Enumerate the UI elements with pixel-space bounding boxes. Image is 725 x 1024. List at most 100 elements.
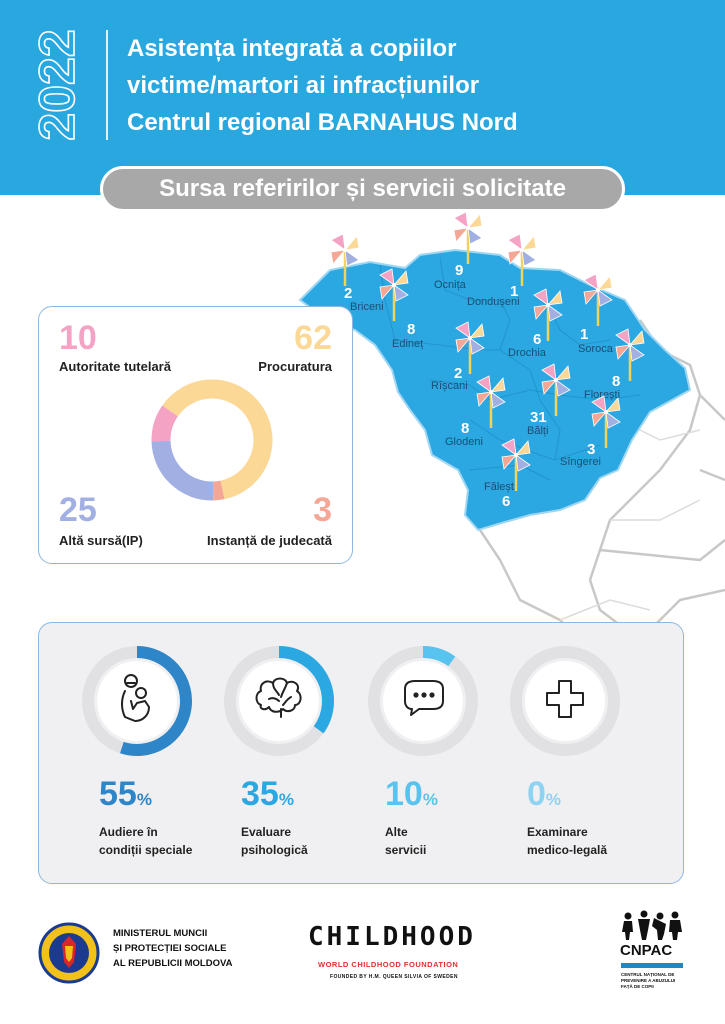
childhood-logo: CHILDHOOD xyxy=(308,922,476,952)
service-label: Audiere în condiții speciale xyxy=(99,825,193,857)
district-name-edinet: Edineț xyxy=(392,338,423,350)
year-label: 2022 xyxy=(28,29,86,142)
svg-text:2022: 2022 xyxy=(29,29,85,140)
district-name-balti: Bălți xyxy=(527,425,548,437)
district-name-drochia: Drochia xyxy=(508,347,547,359)
district-count-singerei: 3 xyxy=(587,441,595,458)
donut-slice-guardianship xyxy=(151,405,179,442)
referral-value-court: 3 xyxy=(313,491,332,529)
pinwheel-icon xyxy=(455,321,485,374)
referral-label-court: Instanță de judecată xyxy=(207,533,332,548)
district-name-glodeni: Glodeni xyxy=(445,436,483,448)
ministry-name: MINISTERUL MUNCII ȘI PROTECȚIEI SOCIALE … xyxy=(113,928,233,969)
pinwheel-icon xyxy=(330,233,360,286)
pinwheel-icons xyxy=(330,211,645,491)
pinwheel-icon xyxy=(541,363,571,416)
cnpac-full-name: CENTRUL NAȚIONAL DE PREVENIRE A ABUZULUI… xyxy=(621,972,676,989)
service-label: Evaluare psihologică xyxy=(241,825,308,857)
region-map: Briceni Ocnița Dondușeni Edineț Drochia … xyxy=(298,211,725,700)
referral-value-guardianship: 10 xyxy=(59,319,97,357)
pinwheel-icon xyxy=(476,375,506,428)
cnpac-children-icon xyxy=(622,910,682,940)
service-label: Alte servicii xyxy=(385,825,427,857)
ministry-seal-icon xyxy=(38,922,100,984)
referral-label-guardianship: Autoritate tutelară xyxy=(59,359,171,374)
header-divider xyxy=(106,30,108,140)
district-name-floresti: Florești xyxy=(584,389,620,401)
page-title: Asistența integrată a copiilor victime/m… xyxy=(127,30,518,141)
subtitle-banner: Sursa referirilor și servicii solicitate xyxy=(100,166,625,212)
district-count-soroca: 1 xyxy=(580,326,588,343)
district-count-ocnita: 9 xyxy=(455,262,463,279)
medical-cross-icon xyxy=(546,680,584,718)
subtitle-text: Sursa referirilor și servicii solicitate xyxy=(159,175,566,202)
pinwheel-icon xyxy=(501,438,531,491)
district-labels: Briceni Ocnița Dondușeni Edineț Drochia … xyxy=(350,279,620,493)
referral-sources-card: 10 Autoritate tutelară 62 Procuratura 25… xyxy=(38,306,353,564)
district-count-floresti: 8 xyxy=(612,373,620,390)
ring-progress xyxy=(278,646,334,734)
service-item: 55% Audiere în condiții speciale xyxy=(79,643,209,857)
district-name-singerei: Sîngerei xyxy=(560,456,601,468)
brain-icon xyxy=(255,677,302,718)
referral-label-prosecution: Procuratura xyxy=(258,359,332,374)
ring-center xyxy=(97,661,177,741)
district-count-riscani: 2 xyxy=(454,365,462,382)
child-hug-icon xyxy=(121,674,150,722)
district-name-donduseni: Dondușeni xyxy=(467,296,520,308)
title-line-3: Centrul regional BARNAHUS Nord xyxy=(127,109,518,136)
cnpac-logo: CNPAC xyxy=(620,942,673,959)
district-name-ocnita: Ocnița xyxy=(434,279,467,291)
pinwheel-icon xyxy=(615,328,645,381)
district-name-soroca: Soroca xyxy=(578,343,614,355)
district-name-briceni: Briceni xyxy=(350,301,384,313)
ring-track xyxy=(510,646,620,756)
donut-slice-other xyxy=(151,440,214,501)
district-count-falesti: 6 xyxy=(502,493,510,510)
pinwheel-icon xyxy=(533,288,563,341)
district-count-donduseni: 1 xyxy=(510,283,518,300)
speech-bubble-icon xyxy=(404,680,444,716)
ring-progress xyxy=(120,646,192,756)
service-item: 10% Alte servicii xyxy=(365,643,495,857)
footer-logos: MINISTERUL MUNCII ȘI PROTECȚIEI SOCIALE … xyxy=(0,900,725,1024)
title-line-2: victime/martori ai infracțiunilor xyxy=(127,72,480,99)
district-count-edinet: 8 xyxy=(407,321,415,338)
pinwheel-icon xyxy=(379,268,409,321)
district-counts: 2 9 1 8 6 1 2 8 8 31 3 6 xyxy=(344,262,620,510)
pinwheel-icon xyxy=(453,211,483,264)
pinwheel-icon xyxy=(507,233,537,286)
district-count-drochia: 6 xyxy=(533,331,541,348)
service-progress-ring xyxy=(510,646,620,756)
district-name-falesti: Fălești xyxy=(484,481,516,493)
service-label: Examinare medico-legală xyxy=(527,825,608,857)
pinwheel-icon xyxy=(591,395,621,448)
cnpac-underline xyxy=(621,963,683,968)
service-progress-ring xyxy=(368,646,478,756)
service-percent: 0% xyxy=(527,775,562,813)
header-banner: 2022 Asistența integrată a copiilor vict… xyxy=(0,0,725,195)
title-line-1: Asistența integrată a copiilor xyxy=(127,35,457,62)
service-item: 35% Evaluare psihologică xyxy=(221,643,351,857)
requested-services-card: 55% Audiere în condiții speciale 35% Eval… xyxy=(38,622,684,884)
donut-slice-prosecution xyxy=(162,379,273,500)
service-progress-ring xyxy=(82,646,192,756)
district-count-briceni: 2 xyxy=(344,285,352,302)
referral-label-other: Altă sursă(IP) xyxy=(59,533,143,548)
district-name-riscani: Rîșcani xyxy=(431,380,468,392)
donut-slice-court xyxy=(212,480,225,501)
service-item: 0% Examinare medico-legală xyxy=(507,643,637,857)
childhood-founded-by: FOUNDED BY H.M. QUEEN SILVIA OF SWEDEN xyxy=(330,974,458,980)
pinwheel-icon xyxy=(583,273,613,326)
ring-center xyxy=(525,661,605,741)
district-count-glodeni: 8 xyxy=(461,420,469,437)
referral-donut-chart xyxy=(151,379,273,501)
referral-value-prosecution: 62 xyxy=(294,319,332,357)
ring-progress xyxy=(422,646,456,667)
service-progress-ring xyxy=(224,646,334,756)
service-percent: 10% xyxy=(385,775,438,813)
service-percent: 35% xyxy=(241,775,294,813)
district-count-balti: 31 xyxy=(530,409,547,426)
ring-center xyxy=(383,661,463,741)
service-percent: 55% xyxy=(99,775,152,813)
